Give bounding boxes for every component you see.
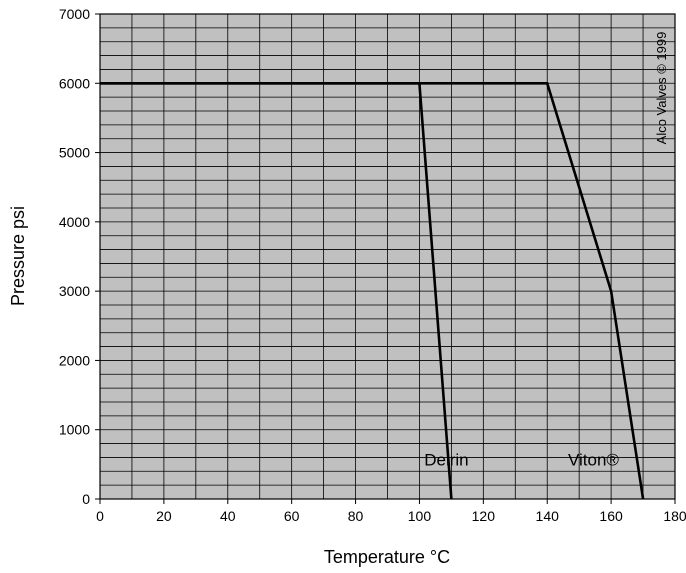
x-tick-label: 40 [220, 508, 236, 524]
series-labels: Delrin Viton® [424, 451, 619, 470]
y-tick-label: 3000 [59, 283, 90, 299]
x-tick-label: 0 [96, 508, 104, 524]
grid-lines [100, 14, 675, 499]
y-tick-label: 1000 [59, 422, 90, 438]
y-tick-label: 6000 [59, 75, 90, 91]
series-line-viton [100, 82, 645, 500]
x-tick-label: 60 [284, 508, 300, 524]
y-axis-title: Pressure psi [8, 206, 28, 306]
axes: 0 20 40 60 80 100 120 140 160 180 0 1000 2000 3000 400… [59, 6, 686, 524]
series-label-viton: Viton® [568, 451, 619, 470]
x-tick-label: 20 [156, 508, 172, 524]
series-label-delrin: Delrin [424, 451, 468, 470]
x-tick-label: 100 [408, 508, 432, 524]
copyright-note: Alco Valves © 1999 [654, 32, 669, 145]
y-tick-label: 0 [82, 491, 90, 507]
y-tick-label: 7000 [59, 6, 90, 22]
x-axis-title: Temperature °C [324, 547, 450, 567]
y-tick-label: 4000 [59, 214, 90, 230]
y-tick-label: 2000 [59, 352, 90, 368]
series-lines [100, 82, 645, 500]
y-tick-label: 5000 [59, 145, 90, 161]
x-tick-label: 120 [472, 508, 496, 524]
x-tick-label: 180 [663, 508, 686, 524]
x-tick-label: 160 [599, 508, 623, 524]
x-tick-label: 80 [348, 508, 364, 524]
plot-border [99, 13, 676, 500]
x-tick-label: 140 [536, 508, 560, 524]
